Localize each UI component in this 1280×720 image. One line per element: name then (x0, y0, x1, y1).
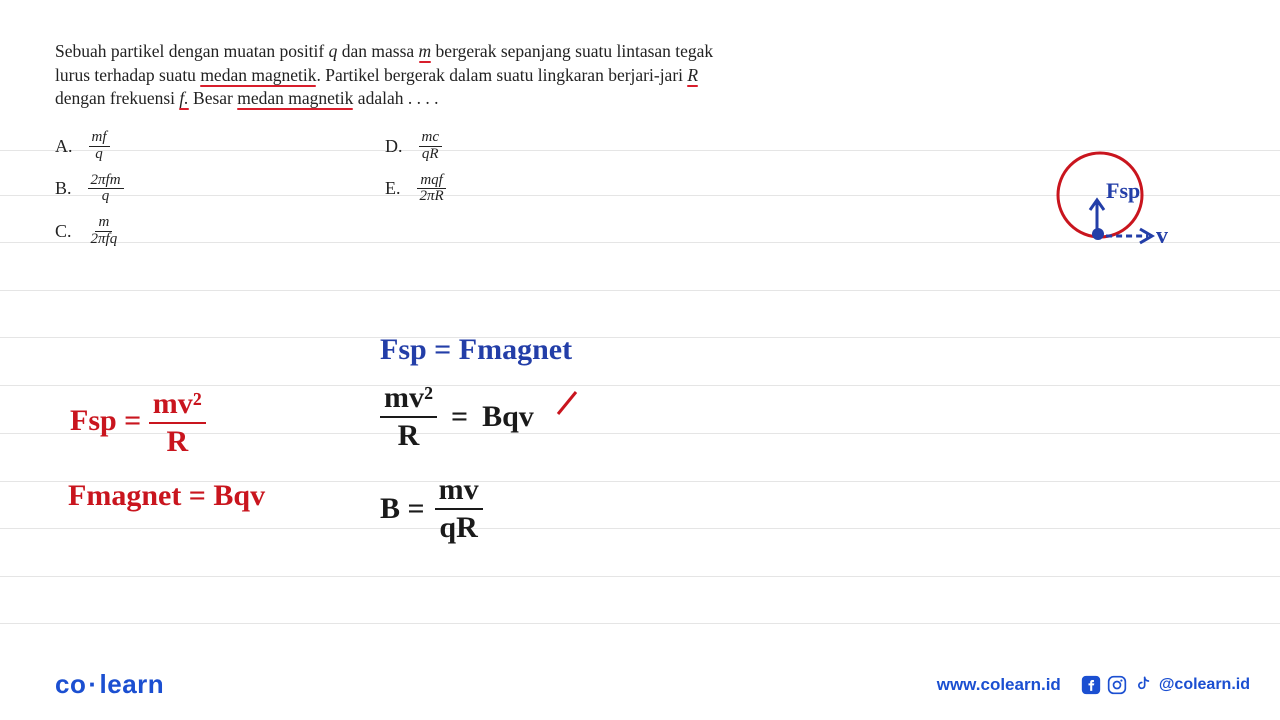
hw-red-fmagnet: Fmagnet = Bqv (68, 478, 265, 514)
option-fraction: mf q (89, 130, 110, 163)
social-handle: @colearn.id (1159, 676, 1250, 694)
option-letter: E. (385, 178, 401, 199)
diagram-label-v: v (1156, 222, 1168, 251)
option-fraction: 2πfm q (88, 173, 124, 206)
var-R: R (687, 65, 698, 85)
var-m: m (419, 41, 432, 61)
underlined-medan: medan magnetik (200, 65, 316, 85)
diagram-label-fsp: Fsp (1106, 178, 1140, 204)
hw-text: Fsp = (70, 404, 149, 437)
option-letter: D. (385, 136, 403, 157)
hw-frac-num: mv² (380, 380, 437, 416)
problem-text: dengan frekuensi (55, 88, 179, 108)
fraction-den: q (99, 189, 113, 205)
problem-text: . Partikel bergerak dalam suatu lingkara… (316, 65, 608, 85)
hw-black-eq3: B = mv qR (380, 472, 483, 546)
fraction-den: q (92, 147, 106, 163)
footer-url: www.colearn.id (937, 675, 1061, 695)
footer-right: www.colearn.id @colearn.id (937, 675, 1250, 695)
strike-line (558, 392, 576, 414)
fraction-num: mf (89, 130, 110, 147)
problem-text: dan massa (337, 41, 418, 61)
option-c: C. m 2πfq (55, 215, 385, 248)
brand-logo: co·learn (55, 669, 164, 700)
fraction-num: m (95, 215, 112, 232)
option-letter: C. (55, 221, 72, 242)
option-d: D. mc qR (385, 130, 715, 163)
fraction-den: 2πR (417, 189, 447, 205)
option-letter: B. (55, 178, 72, 199)
fraction-den: qR (419, 147, 442, 163)
fraction-num: 2πfm (88, 173, 124, 190)
hw-fraction: mv² R (380, 380, 437, 454)
option-e: E. mqf 2πR (385, 173, 715, 206)
var-f: f. (179, 88, 188, 108)
hw-lhs: B = (380, 491, 425, 527)
option-fraction: mqf 2πR (417, 173, 447, 206)
brand-dot-icon: · (86, 669, 99, 699)
brand-learn: learn (100, 669, 165, 699)
hw-fraction: mv² R (149, 386, 206, 460)
hw-frac-den: R (162, 424, 192, 460)
hw-frac-num: mv (435, 472, 483, 508)
hw-fraction: mv qR (435, 472, 483, 546)
answer-options: A. mf q D. mc qR B. 2πfm q E. mqf 2πR (55, 130, 755, 248)
hw-frac-num: mv² (149, 386, 206, 422)
instagram-icon (1107, 675, 1127, 695)
fraction-num: mc (419, 130, 443, 147)
problem-text: berjari-jari (608, 65, 687, 85)
hw-equals: = (451, 399, 468, 435)
hw-frac-den: qR (435, 510, 481, 546)
problem-dots: adalah . . . . (353, 88, 438, 108)
tiktok-icon (1133, 675, 1153, 695)
option-fraction: mc qR (419, 130, 443, 163)
footer: co·learn www.colearn.id @colearn.id (55, 669, 1250, 700)
option-b: B. 2πfm q (55, 173, 385, 206)
social-icons: @colearn.id (1081, 675, 1250, 695)
brand-co: co (55, 669, 86, 699)
facebook-icon (1081, 675, 1101, 695)
problem-statement: Sebuah partikel dengan muatan positif q … (55, 40, 735, 111)
option-a: A. mf q (55, 130, 385, 163)
fraction-num: mqf (417, 173, 446, 190)
underlined-besar: medan magnetik (237, 88, 353, 108)
hw-frac-den: R (394, 418, 424, 454)
hw-red-fsp: Fsp = mv² R (70, 386, 206, 460)
option-letter: A. (55, 136, 73, 157)
hw-black-eq2: mv² R = Bqv (380, 380, 534, 454)
hw-blue-eq1: Fsp = Fmagnet (380, 332, 572, 368)
fraction-den: 2πfq (88, 232, 121, 248)
option-fraction: m 2πfq (88, 215, 121, 248)
problem-text: Besar (189, 88, 238, 108)
hw-rhs: Bqv (482, 399, 534, 435)
particle-dot (1092, 228, 1104, 240)
problem-text: Sebuah partikel dengan muatan positif (55, 41, 329, 61)
